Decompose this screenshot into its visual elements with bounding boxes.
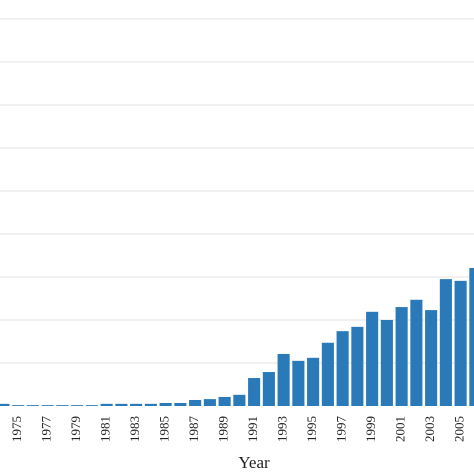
bar [12, 405, 25, 406]
bar [56, 405, 69, 406]
bar [85, 405, 98, 406]
x-tick-label: 1975 [9, 416, 24, 442]
x-tick-label: 1989 [216, 416, 231, 442]
bar [100, 403, 113, 406]
bar [26, 405, 39, 406]
bar [395, 307, 408, 406]
bar [366, 311, 379, 406]
x-tick-label: 1997 [334, 416, 349, 443]
bar [425, 310, 438, 406]
bar [41, 405, 54, 406]
x-axis-label: Year [238, 453, 270, 472]
x-tick-label: 1987 [186, 416, 201, 443]
bar [292, 360, 305, 406]
bar [159, 402, 172, 406]
bar [351, 326, 364, 406]
x-tick-label: 1979 [68, 416, 83, 442]
x-tick-label: 1991 [245, 416, 260, 442]
bar [71, 405, 84, 406]
x-tick-label: 1977 [39, 416, 54, 443]
bar [218, 396, 231, 406]
x-tick-label: 1981 [98, 416, 113, 442]
bar [277, 353, 290, 406]
x-tick-label: 2003 [422, 416, 437, 442]
bar [130, 403, 143, 406]
bar [336, 331, 349, 406]
x-tick-label: 2005 [452, 416, 467, 442]
bar [439, 279, 452, 406]
bar [307, 357, 320, 406]
bar [321, 342, 334, 406]
bar [410, 299, 423, 406]
bar [0, 403, 10, 406]
bar [189, 399, 202, 406]
x-tick-label: 1999 [363, 416, 378, 442]
x-tick-label: 1985 [157, 416, 172, 442]
bar [174, 402, 187, 406]
bar [233, 394, 246, 406]
bar [469, 267, 474, 406]
x-tick-label: 1993 [275, 416, 290, 442]
bar [262, 372, 275, 406]
bar [144, 403, 157, 406]
bar [248, 378, 261, 406]
x-tick-label: 2001 [393, 416, 408, 442]
x-tick-label: 1995 [304, 416, 319, 442]
bar [203, 399, 216, 406]
x-tick-label: 1983 [127, 416, 142, 442]
bar [380, 319, 393, 406]
bar [454, 280, 467, 406]
bar [115, 403, 128, 406]
